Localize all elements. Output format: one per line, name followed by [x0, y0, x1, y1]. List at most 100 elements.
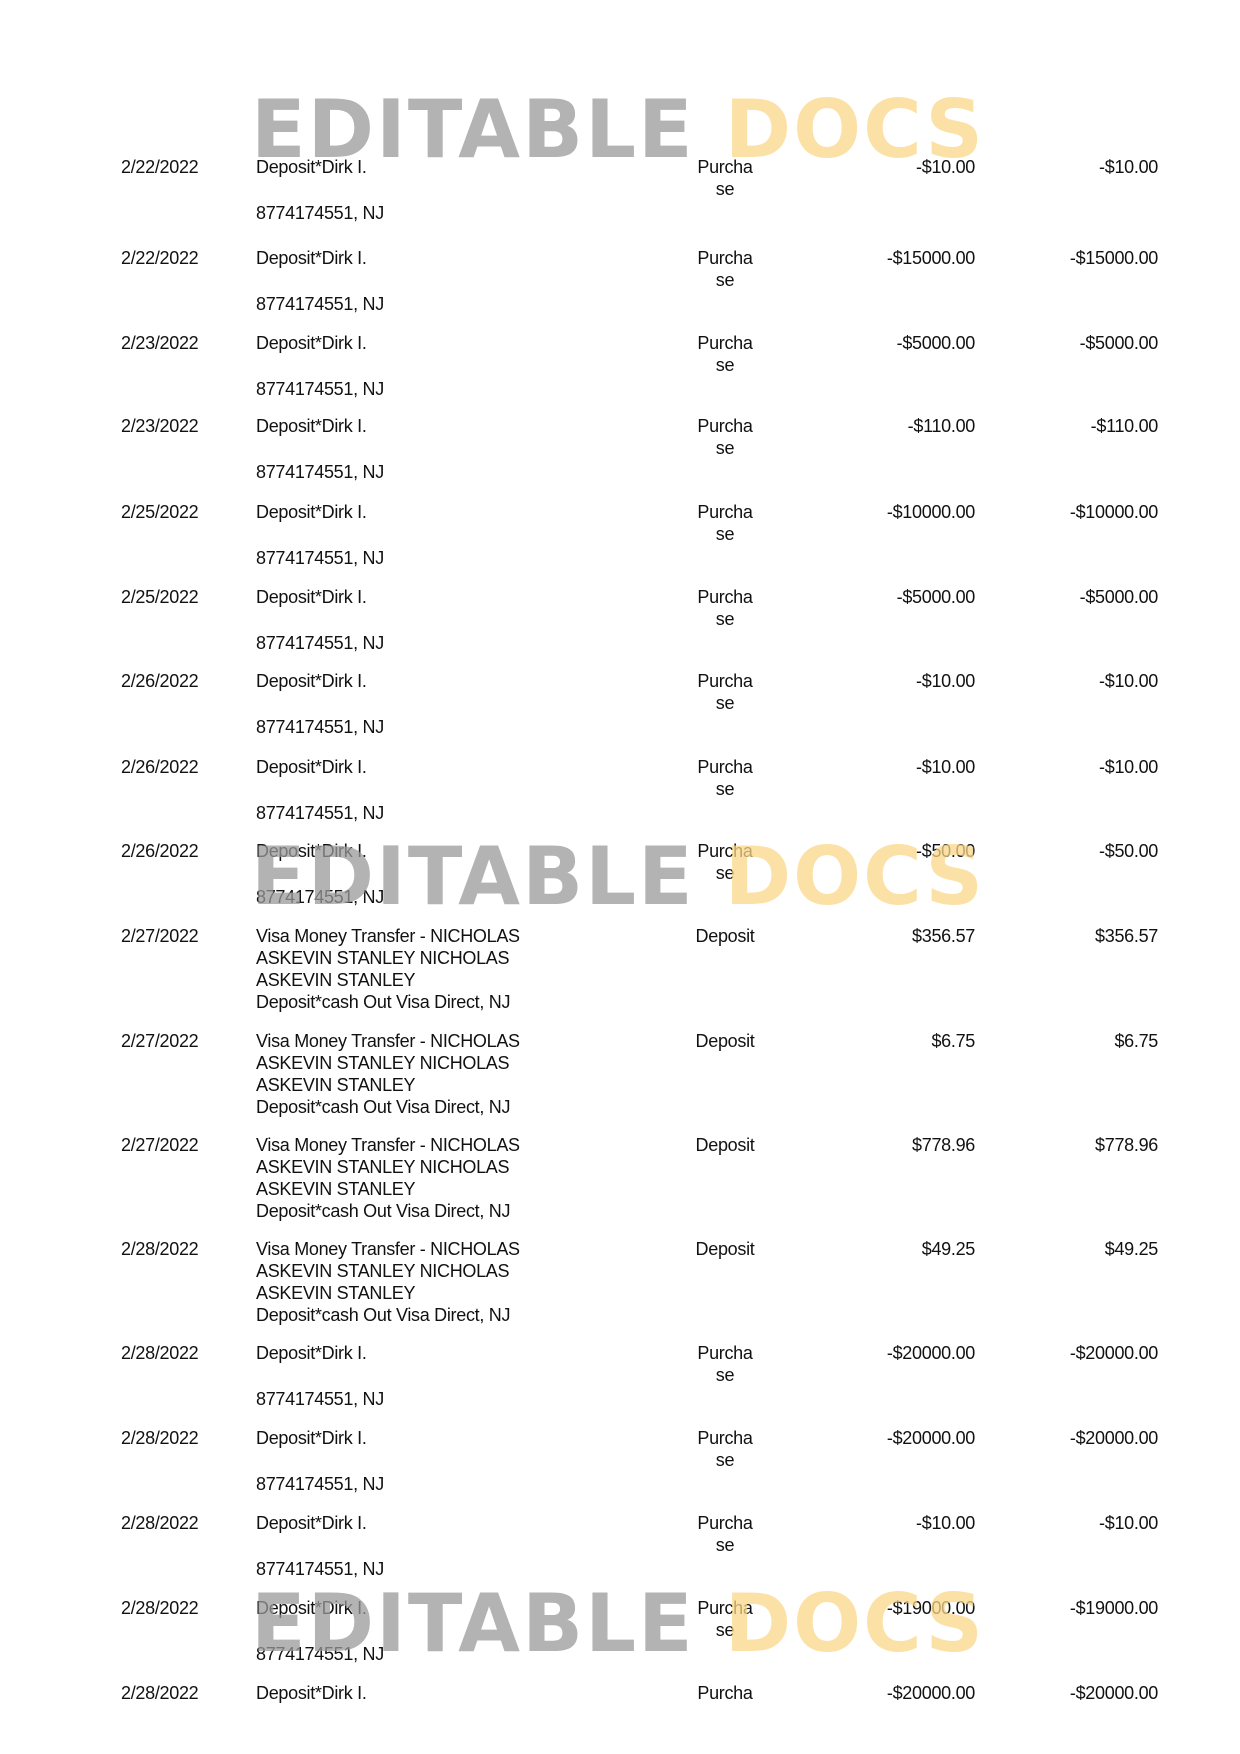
type-cell: Purcha se — [683, 1597, 767, 1641]
type-cell: Deposit — [683, 1134, 767, 1156]
description-address: 8774174551, NJ — [256, 717, 384, 737]
description-cell: Deposit*Dirk I. 8774174551, NJ — [256, 586, 384, 654]
description-line: Deposit*Dirk I. — [256, 502, 367, 522]
amount-cell: $356.57 — [912, 926, 975, 946]
type-line: Deposit — [695, 1031, 755, 1051]
description-cell: Deposit*Dirk I. 8774174551, NJ — [256, 670, 384, 738]
type-cell: Purcha se — [683, 840, 767, 884]
amount-cell: -$10.00 — [916, 157, 975, 177]
balance-cell: -$5000.00 — [1079, 587, 1159, 607]
date-cell: 2/25/2022 — [121, 587, 199, 607]
amount-cell: -$50.00 — [916, 841, 975, 861]
description-cell: Deposit*Dirk I. 8774174551, NJ — [256, 1597, 384, 1665]
amount-cell: -$10.00 — [916, 757, 975, 777]
date-cell: 2/25/2022 — [121, 502, 199, 522]
description-cell: Visa Money Transfer - NICHOLAS ASKEVIN ST… — [256, 1238, 520, 1326]
description-cell: Deposit*Dirk I. 8774174551, NJ — [256, 332, 384, 400]
description-cell: Deposit*Dirk I. 8774174551, NJ — [256, 415, 384, 483]
description-line: ASKEVIN STANLEY NICHOLAS — [256, 1261, 510, 1281]
description-address: 8774174551, NJ — [256, 294, 384, 314]
description-address: 8774174551, NJ — [256, 803, 384, 823]
description-address: 8774174551, NJ — [256, 203, 384, 223]
description-line: ASKEVIN STANLEY — [256, 970, 416, 990]
date-cell: 2/28/2022 — [121, 1598, 199, 1618]
description-line: Deposit*cash Out Visa Direct, NJ — [256, 1305, 511, 1325]
description-line: Visa Money Transfer - NICHOLAS — [256, 926, 520, 946]
description-cell: Deposit*Dirk I. 8774174551, NJ — [256, 1342, 384, 1410]
description-cell: Deposit*Dirk I. 8774174551, NJ — [256, 840, 384, 908]
type-line: se — [715, 863, 735, 883]
description-line: Visa Money Transfer - NICHOLAS — [256, 1239, 520, 1259]
description-cell: Deposit*Dirk I. 8774174551, NJ — [256, 156, 384, 224]
type-line: se — [715, 1450, 735, 1470]
date-cell: 2/22/2022 — [121, 157, 199, 177]
date-cell: 2/23/2022 — [121, 416, 199, 436]
amount-cell: -$20000.00 — [886, 1343, 975, 1363]
description-line: Deposit*Dirk I. — [256, 841, 367, 861]
description-address: 8774174551, NJ — [256, 1474, 384, 1494]
type-cell: Purcha se — [683, 501, 767, 545]
date-cell: 2/28/2022 — [121, 1343, 199, 1363]
date-cell: 2/27/2022 — [121, 926, 199, 946]
type-line: Purcha — [697, 248, 753, 268]
balance-cell: -$20000.00 — [1069, 1343, 1158, 1363]
balance-cell: -$10.00 — [1099, 757, 1158, 777]
type-line: Purcha — [697, 671, 753, 691]
description-cell: Deposit*Dirk I. 8774174551, NJ — [256, 247, 384, 315]
balance-cell: -$10.00 — [1099, 157, 1158, 177]
balance-cell: -$20000.00 — [1069, 1683, 1158, 1703]
type-line: se — [715, 1620, 735, 1640]
type-cell: Purcha — [683, 1682, 767, 1704]
description-line: ASKEVIN STANLEY NICHOLAS — [256, 948, 510, 968]
type-cell: Purcha se — [683, 756, 767, 800]
description-line: Deposit*Dirk I. — [256, 416, 367, 436]
type-cell: Purcha se — [683, 1427, 767, 1471]
description-line: ASKEVIN STANLEY NICHOLAS — [256, 1053, 510, 1073]
date-cell: 2/22/2022 — [121, 248, 199, 268]
date-cell: 2/27/2022 — [121, 1135, 199, 1155]
balance-cell: $49.25 — [1104, 1239, 1159, 1259]
type-cell: Purcha se — [683, 670, 767, 714]
date-cell: 2/23/2022 — [121, 333, 199, 353]
description-address: 8774174551, NJ — [256, 1559, 384, 1579]
balance-cell: -$15000.00 — [1069, 248, 1158, 268]
type-line: se — [715, 355, 735, 375]
description-cell: Deposit*Dirk I. 8774174551, NJ — [256, 1512, 384, 1580]
type-cell: Purcha se — [683, 1512, 767, 1556]
type-cell: Deposit — [683, 1030, 767, 1052]
description-line: Deposit*cash Out Visa Direct, NJ — [256, 1097, 511, 1117]
description-address: 8774174551, NJ — [256, 887, 384, 907]
type-cell: Purcha se — [683, 415, 767, 459]
description-cell: Deposit*Dirk I. — [256, 1682, 367, 1704]
description-line: ASKEVIN STANLEY — [256, 1179, 416, 1199]
amount-cell: -$110.00 — [907, 416, 976, 436]
amount-cell: -$5000.00 — [896, 333, 976, 353]
description-line: ASKEVIN STANLEY — [256, 1075, 416, 1095]
type-line: Purcha — [697, 1683, 753, 1703]
type-line: Purcha — [697, 333, 753, 353]
type-line: Purcha — [697, 1513, 753, 1533]
date-cell: 2/28/2022 — [121, 1683, 199, 1703]
amount-cell: -$19000.00 — [886, 1598, 975, 1618]
description-line: Deposit*Dirk I. — [256, 1428, 367, 1448]
type-line: Purcha — [697, 157, 753, 177]
type-line: se — [715, 779, 735, 799]
type-cell: Purcha se — [683, 156, 767, 200]
type-line: se — [715, 270, 735, 290]
balance-cell: $778.96 — [1095, 1135, 1158, 1155]
type-line: Purcha — [697, 587, 753, 607]
type-cell: Purcha se — [683, 586, 767, 630]
description-line: Deposit*Dirk I. — [256, 157, 367, 177]
description-line: Deposit*Dirk I. — [256, 757, 367, 777]
amount-cell: $778.96 — [912, 1135, 975, 1155]
description-cell: Deposit*Dirk I. 8774174551, NJ — [256, 756, 384, 824]
description-line: Deposit*Dirk I. — [256, 1683, 367, 1703]
type-cell: Purcha se — [683, 332, 767, 376]
description-line: Deposit*Dirk I. — [256, 1598, 367, 1618]
date-cell: 2/26/2022 — [121, 671, 199, 691]
amount-cell: -$5000.00 — [896, 587, 976, 607]
type-line: Purcha — [697, 1343, 753, 1363]
type-line: se — [715, 1535, 735, 1555]
balance-cell: -$10.00 — [1099, 1513, 1158, 1533]
description-cell: Visa Money Transfer - NICHOLAS ASKEVIN ST… — [256, 1134, 520, 1222]
